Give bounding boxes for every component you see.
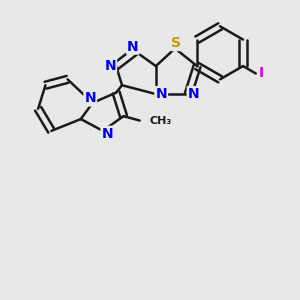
Text: CH₃: CH₃ [149,116,171,126]
Text: N: N [84,92,96,106]
Text: S: S [172,36,182,50]
Text: N: N [101,127,113,141]
Text: I: I [259,66,264,80]
Text: N: N [127,40,139,54]
Text: N: N [188,87,200,101]
Text: N: N [104,59,116,73]
Text: N: N [155,87,167,101]
